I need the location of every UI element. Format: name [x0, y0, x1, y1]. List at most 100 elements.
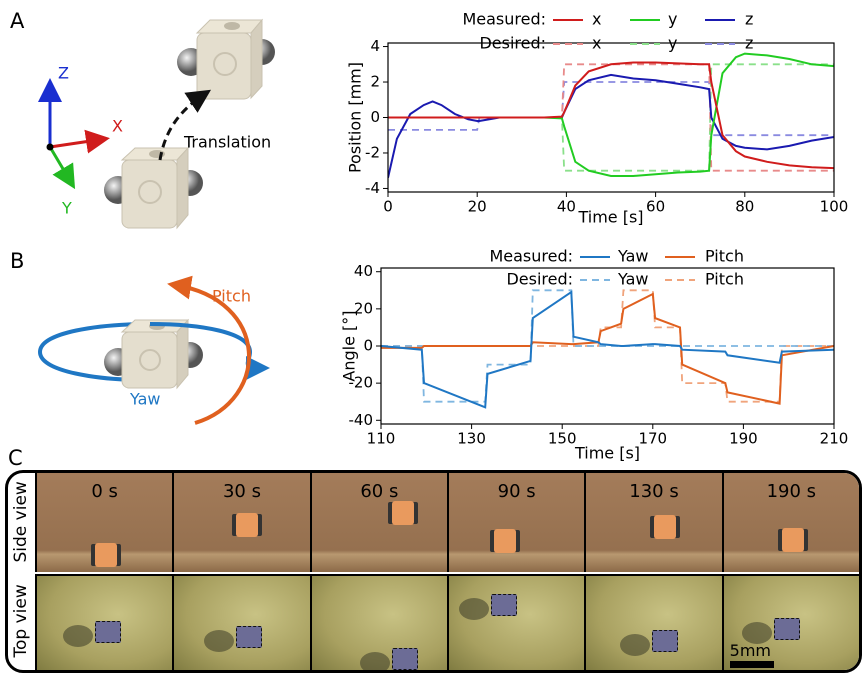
- data-line: [388, 82, 834, 135]
- x-tick-label: 130: [457, 430, 486, 448]
- photo-panel: C Side viewTop view 0 s30 s60 s90 s130 s1…: [0, 446, 867, 674]
- y-axis-label: Angle [°]: [340, 310, 359, 381]
- robot: [652, 630, 678, 652]
- legend-title: Measured:: [462, 10, 546, 29]
- axis-label: Z: [58, 64, 69, 83]
- robot: [782, 528, 804, 552]
- robot: [95, 543, 117, 567]
- panel-label: B: [10, 249, 24, 273]
- shadow: [360, 652, 390, 673]
- legend-label: Yaw: [617, 247, 648, 266]
- robot: [236, 626, 262, 648]
- robot: [494, 529, 516, 553]
- time-label: 30 s: [174, 481, 309, 502]
- top-photo: [310, 574, 447, 673]
- x-tick-label: 60: [646, 198, 665, 216]
- scale-bar: [730, 661, 774, 668]
- x-tick-label: 110: [367, 430, 396, 448]
- legend-title: Desired:: [479, 34, 546, 53]
- diagram-a: Z X Y Translation: [47, 20, 276, 228]
- legend-label: z: [745, 10, 753, 29]
- time-label: 90 s: [449, 481, 584, 502]
- x-tick-label: 150: [548, 430, 577, 448]
- legend-label: x: [592, 10, 601, 29]
- data-line: [381, 294, 834, 404]
- axis-label: Y: [61, 199, 72, 218]
- diagram-label: Translation: [183, 133, 271, 152]
- side-photo: 60 s: [310, 473, 447, 572]
- x-tick-label: 210: [820, 430, 849, 448]
- y-tick-label: 0: [363, 337, 373, 355]
- robot: [392, 501, 414, 525]
- robot: [491, 594, 517, 616]
- y-tick-label: -4: [365, 179, 380, 197]
- row-label: Top view: [11, 572, 37, 671]
- cube: [104, 148, 203, 228]
- robot: [392, 648, 418, 670]
- row-label: Side view: [11, 473, 37, 572]
- shadow: [620, 634, 650, 656]
- y-tick-label: 2: [370, 73, 380, 91]
- cube: [177, 20, 275, 99]
- page: { "panel_labels": ["A", "B", "C"], "diag…: [0, 0, 867, 674]
- y-tick-label: -2: [365, 143, 380, 161]
- legend-label: z: [745, 34, 753, 53]
- panel-label: A: [10, 9, 25, 33]
- time-label: 0 s: [37, 481, 172, 502]
- y-tick-label: 40: [354, 262, 373, 280]
- shadow: [204, 630, 234, 652]
- diagram-b: Pitch Yaw: [40, 285, 262, 423]
- side-photo: 30 s: [172, 473, 309, 572]
- origin: [47, 144, 54, 151]
- top-photo: [447, 574, 584, 673]
- legend-title: Desired:: [506, 270, 573, 289]
- top-photo: [584, 574, 721, 673]
- x-tick-label: 0: [383, 198, 393, 216]
- data-line: [388, 63, 834, 169]
- robot: [236, 513, 258, 537]
- side-photo: 0 s: [35, 473, 172, 572]
- diagram-label: Pitch: [212, 287, 251, 306]
- x-tick-label: 20: [468, 198, 487, 216]
- time-label: 60 s: [312, 481, 447, 502]
- x-tick-label: 100: [820, 198, 849, 216]
- top-photo: [35, 574, 172, 673]
- time-label: 130 s: [586, 481, 721, 502]
- panel-label: C: [8, 446, 23, 470]
- legend-label: x: [592, 34, 601, 53]
- data-line: [381, 292, 834, 407]
- legend-title: Measured:: [489, 247, 573, 266]
- x-axis-label: Time [s]: [577, 208, 643, 227]
- time-label: 190 s: [724, 481, 859, 502]
- legend-label: y: [668, 10, 677, 29]
- legend-label: Yaw: [617, 270, 648, 289]
- legend-label: Pitch: [705, 247, 744, 266]
- shadow: [459, 598, 489, 620]
- x-tick-label: 170: [638, 430, 667, 448]
- shadow: [63, 625, 93, 647]
- scale-bar-label: 5mm: [730, 641, 771, 660]
- y-tick-label: 4: [370, 37, 380, 55]
- y-tick-label: -40: [349, 411, 374, 429]
- robot: [95, 621, 121, 643]
- figure: A B Z X Y Translation: [0, 0, 867, 470]
- axis-arrow: [50, 147, 72, 184]
- x-tick-label: 80: [735, 198, 754, 216]
- legend-label: Pitch: [705, 270, 744, 289]
- robot: [654, 515, 676, 539]
- y-axis-label: Position [mm]: [346, 62, 365, 173]
- top-photo: [172, 574, 309, 673]
- axis-arrow: [50, 139, 104, 147]
- side-photo: 130 s: [584, 473, 721, 572]
- side-photo: 90 s: [447, 473, 584, 572]
- axis-label: X: [112, 117, 123, 136]
- top-photo: 5mm: [722, 574, 859, 673]
- x-tick-label: 40: [557, 198, 576, 216]
- y-tick-label: 0: [370, 108, 380, 126]
- diagram-label: Yaw: [129, 390, 160, 409]
- side-photo: 190 s: [722, 473, 859, 572]
- legend-label: y: [668, 34, 677, 53]
- x-tick-label: 190: [729, 430, 758, 448]
- robot: [774, 618, 800, 640]
